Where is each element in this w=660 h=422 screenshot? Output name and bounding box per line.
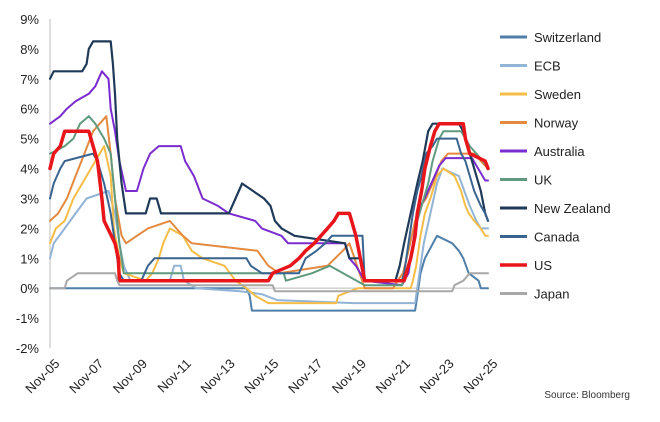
y-tick-label: 6% bbox=[20, 102, 39, 117]
legend-label: New Zealand bbox=[534, 201, 611, 216]
y-tick-label: -2% bbox=[16, 341, 40, 356]
legend-label: Norway bbox=[534, 116, 579, 131]
legend-label: Japan bbox=[534, 287, 569, 302]
legend-item: Japan bbox=[500, 287, 569, 302]
legend-label: Switzerland bbox=[534, 30, 601, 45]
series-line-switzerland bbox=[49, 234, 489, 312]
x-tick-label: Nov-13 bbox=[198, 356, 238, 396]
legend-item: Australia bbox=[500, 144, 585, 159]
series-line-us bbox=[48, 121, 490, 283]
series-lines bbox=[48, 40, 490, 312]
x-tick-label: Nov-25 bbox=[460, 356, 500, 396]
legend-item: New Zealand bbox=[500, 201, 611, 216]
series-line-sweden bbox=[49, 145, 489, 305]
legend-item: ECB bbox=[500, 59, 561, 74]
x-tick-label: Nov-15 bbox=[241, 356, 281, 396]
y-tick-label: 7% bbox=[20, 72, 39, 87]
x-tick-label: Nov-07 bbox=[66, 356, 106, 396]
x-tick-label: Nov-05 bbox=[22, 356, 62, 396]
legend-item: UK bbox=[500, 173, 552, 188]
legend-label: Sweden bbox=[534, 87, 581, 102]
legend-label: Australia bbox=[534, 144, 585, 159]
legend-item: Norway bbox=[500, 116, 579, 131]
legend-label: ECB bbox=[534, 59, 561, 74]
y-tick-label: 0% bbox=[20, 281, 39, 296]
legend-label: Canada bbox=[534, 230, 580, 245]
y-tick-label: 2% bbox=[20, 221, 39, 236]
legend-label: US bbox=[534, 258, 552, 273]
series-line-norway bbox=[49, 115, 489, 290]
y-tick-label: 9% bbox=[20, 12, 39, 27]
series-line-canada bbox=[49, 137, 489, 282]
y-tick-label: 3% bbox=[20, 191, 39, 206]
legend-item: Sweden bbox=[500, 87, 581, 102]
legend-item: Switzerland bbox=[500, 30, 601, 45]
x-tick-label: Nov-23 bbox=[417, 356, 457, 396]
x-tick-label: Nov-11 bbox=[154, 356, 194, 396]
legend-item: Canada bbox=[500, 230, 580, 245]
y-tick-label: 1% bbox=[20, 251, 39, 266]
legend: Switzerland ECB Sweden Norway Australia UK New… bbox=[500, 30, 611, 302]
source-note: Source: Bloomberg bbox=[544, 390, 630, 401]
legend-item: US bbox=[500, 258, 552, 273]
series-line-japan bbox=[49, 272, 489, 293]
x-tick-label: Nov-17 bbox=[285, 356, 325, 396]
x-tick-label: Nov-09 bbox=[110, 356, 150, 396]
y-tick-label: 8% bbox=[20, 42, 39, 57]
legend-label: UK bbox=[534, 173, 552, 188]
y-tick-label: 4% bbox=[20, 162, 39, 177]
series-line-uk bbox=[49, 115, 489, 287]
y-tick-label: -1% bbox=[16, 311, 40, 326]
y-tick-label: 5% bbox=[20, 132, 39, 147]
x-tick-label: Nov-21 bbox=[373, 356, 413, 396]
x-tick-label: Nov-19 bbox=[329, 356, 369, 396]
